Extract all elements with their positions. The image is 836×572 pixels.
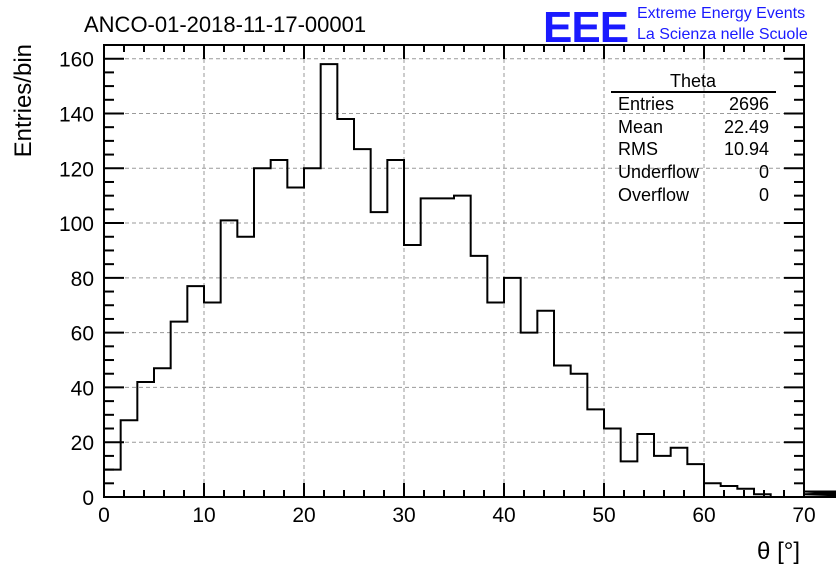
- x-tick-label: 0: [98, 504, 110, 527]
- histogram-bin: [171, 322, 188, 497]
- x-tick-label: 30: [392, 504, 415, 527]
- stats-value-rms: 10.94: [724, 139, 769, 159]
- histogram-bin: [204, 303, 221, 497]
- stats-label-rms: RMS: [618, 139, 658, 159]
- histogram-outline: [103, 63, 836, 498]
- y-tick-label: 40: [71, 377, 94, 400]
- y-tick-label: 60: [71, 323, 94, 346]
- histogram-bin: [487, 303, 504, 497]
- histogram-bin: [587, 409, 604, 497]
- histogram-bin: [421, 198, 438, 497]
- eee-logo: EEE: [543, 3, 628, 52]
- y-tick-label: 80: [71, 268, 94, 291]
- x-tick-label: 20: [292, 504, 315, 527]
- histogram-bin: [571, 374, 588, 497]
- histogram-bin: [537, 311, 554, 497]
- histogram-bin: [271, 160, 288, 497]
- axis-ticks: [103, 44, 805, 498]
- histogram-bin: [687, 464, 704, 497]
- stats-value-underflow: 0: [759, 162, 769, 182]
- histogram-bin: [321, 64, 338, 497]
- histogram-bin: [404, 245, 421, 497]
- histogram-bin: [137, 382, 154, 497]
- histogram-bin: [121, 420, 138, 497]
- histogram-bin: [604, 429, 621, 497]
- histogram-bin: [354, 149, 371, 497]
- histogram-bin: [437, 198, 454, 497]
- brand-line-2: La Scienza nelle Scuole: [637, 26, 808, 43]
- histogram-bin: [471, 256, 488, 497]
- brand-line-1: Extreme Energy Events: [637, 5, 805, 22]
- stats-label-overflow: Overflow: [618, 185, 690, 205]
- histogram-bin: [154, 368, 171, 497]
- stats-value-entries: 2696: [729, 94, 769, 114]
- plot-frame: [103, 44, 805, 498]
- x-tick-label: 10: [192, 504, 215, 527]
- stats-title: Theta: [670, 71, 717, 91]
- y-tick-label: 100: [59, 213, 94, 236]
- tick-labels: 0 10 20 30 40 50 60 70 0 20 40 60 80 100 120 140 160: [59, 49, 816, 527]
- y-tick-label: 20: [71, 432, 94, 455]
- histogram-bin: [521, 333, 538, 497]
- histogram-bin: [254, 168, 271, 497]
- x-axis-label: θ [°]: [757, 538, 800, 565]
- stats-label-mean: Mean: [618, 117, 663, 137]
- y-tick-label: 0: [82, 487, 94, 510]
- histogram-bin: [371, 212, 388, 497]
- chart-title: ANCO-01-2018-11-17-00001: [84, 12, 366, 37]
- histogram-bin: [504, 278, 521, 497]
- histogram-bin: [704, 483, 721, 497]
- histogram-bin: [454, 196, 471, 497]
- stats-value-mean: 22.49: [724, 117, 769, 137]
- histogram-bin: [287, 187, 304, 497]
- histogram-bin: [671, 448, 688, 497]
- stats-label-entries: Entries: [618, 94, 674, 114]
- stats-box: Theta Entries 2696 Mean 22.49 RMS 10.94 …: [611, 71, 776, 205]
- y-axis-label: Entries/bin: [10, 44, 37, 157]
- histogram-bin: [554, 366, 571, 497]
- histogram-bin: [237, 237, 254, 497]
- histogram-bin: [637, 434, 654, 497]
- histogram-bin: [737, 489, 754, 497]
- histogram-bin: [304, 168, 321, 497]
- histogram-bin: [654, 456, 671, 497]
- stats-label-underflow: Underflow: [618, 162, 700, 182]
- histogram-bin: [221, 220, 238, 497]
- histogram-bin: [387, 160, 404, 497]
- y-tick-label: 160: [59, 49, 94, 72]
- x-tick-label: 60: [692, 504, 715, 527]
- y-tick-label: 120: [59, 158, 94, 181]
- stats-value-overflow: 0: [759, 185, 769, 205]
- brand-block: EEE Extreme Energy Events La Scienza nel…: [543, 3, 808, 52]
- histogram-bin: [337, 119, 354, 497]
- x-tick-label: 70: [792, 504, 815, 527]
- x-tick-label: 50: [592, 504, 615, 527]
- grid: [104, 45, 804, 497]
- histogram-bin: [187, 286, 204, 497]
- x-tick-label: 40: [492, 504, 515, 527]
- y-tick-label: 140: [59, 103, 94, 126]
